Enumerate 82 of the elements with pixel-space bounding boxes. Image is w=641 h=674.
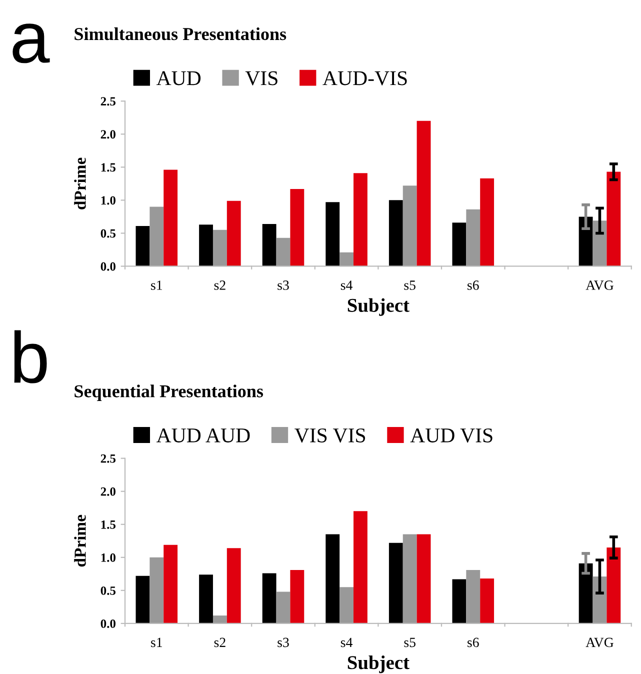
bar bbox=[290, 570, 304, 624]
y-tick-label: 1.0 bbox=[101, 196, 116, 205]
y-tick-label: 2.0 bbox=[100, 487, 116, 496]
bar bbox=[226, 200, 241, 266]
legend-label: VIS bbox=[245, 71, 278, 86]
chart-title: Simultaneous Presentations bbox=[74, 27, 286, 40]
bar bbox=[592, 220, 607, 266]
x-tick-label: s4 bbox=[340, 638, 352, 648]
bar bbox=[388, 542, 403, 624]
bar bbox=[452, 222, 466, 266]
y-tick-label: 0.0 bbox=[100, 262, 116, 271]
x-tick-label: s6 bbox=[468, 280, 479, 290]
x-tick-label: s2 bbox=[214, 280, 226, 290]
bar bbox=[326, 202, 340, 266]
y-axis-title: dPrime bbox=[74, 514, 86, 567]
x-tick-label: s5 bbox=[404, 638, 416, 648]
bar bbox=[592, 576, 607, 624]
x-tick-label: s6 bbox=[468, 638, 479, 648]
bar bbox=[466, 570, 480, 624]
bar bbox=[276, 592, 290, 624]
bar bbox=[452, 579, 466, 624]
legend-label: AUD-VIS bbox=[322, 71, 407, 86]
bar bbox=[136, 576, 150, 624]
legend-label: VIS VIS bbox=[294, 428, 366, 443]
y-tick-label: 2.5 bbox=[100, 454, 116, 463]
bar bbox=[212, 616, 227, 624]
x-axis-title: Subject bbox=[348, 655, 410, 674]
bar bbox=[164, 170, 178, 266]
x-tick-label: s1 bbox=[151, 280, 162, 290]
text: a bbox=[12, 24, 50, 64]
x-axis-title: Subject bbox=[348, 298, 410, 316]
x-tick-label: s2 bbox=[214, 638, 226, 648]
y-tick-label: 2.5 bbox=[100, 97, 116, 106]
bar bbox=[199, 224, 213, 266]
bar bbox=[416, 534, 431, 624]
bar bbox=[354, 511, 368, 624]
x-tick-label: s3 bbox=[278, 280, 289, 290]
bar bbox=[164, 544, 178, 624]
text: b bbox=[14, 330, 47, 384]
chart-title: Sequential Presentations bbox=[74, 384, 264, 402]
bar bbox=[402, 534, 417, 624]
x-tick-label: s1 bbox=[151, 638, 162, 648]
y-tick-label: 2.0 bbox=[100, 130, 116, 139]
bar bbox=[150, 206, 164, 266]
bar bbox=[466, 209, 480, 266]
x-tick-label: AVG bbox=[586, 280, 614, 290]
bar bbox=[578, 563, 593, 624]
bar bbox=[340, 252, 354, 266]
bar bbox=[226, 548, 241, 624]
bar bbox=[388, 200, 403, 266]
x-tick-label: AVG bbox=[586, 638, 614, 648]
bar bbox=[150, 557, 164, 624]
bar bbox=[578, 216, 593, 266]
bar bbox=[290, 188, 304, 266]
bar bbox=[326, 534, 340, 624]
bar bbox=[606, 547, 621, 624]
y-tick-label: 0.0 bbox=[100, 619, 116, 628]
y-axis-title: dPrime bbox=[74, 158, 86, 210]
bar bbox=[136, 226, 150, 266]
bar bbox=[212, 230, 227, 266]
y-tick-label: 1.0 bbox=[101, 553, 116, 562]
bar bbox=[354, 173, 368, 266]
x-tick-label: s5 bbox=[404, 280, 416, 290]
bar bbox=[199, 574, 213, 624]
y-tick-label: 0.5 bbox=[100, 586, 116, 595]
bar bbox=[606, 172, 621, 266]
y-tick-label: 0.5 bbox=[100, 229, 116, 238]
bar bbox=[262, 224, 276, 266]
x-tick-label: s4 bbox=[340, 280, 352, 290]
bar bbox=[262, 573, 276, 624]
x-tick-label: s3 bbox=[278, 638, 289, 648]
bar bbox=[480, 578, 494, 624]
legend-label: AUD AUD bbox=[156, 428, 250, 442]
bar bbox=[276, 238, 290, 266]
bar bbox=[340, 587, 354, 624]
bar bbox=[480, 178, 494, 266]
y-tick-label: 1.5 bbox=[101, 163, 116, 172]
bar bbox=[402, 186, 417, 266]
y-tick-label: 1.5 bbox=[101, 520, 116, 529]
legend-label: AUD bbox=[156, 71, 201, 86]
bar bbox=[416, 120, 431, 266]
legend-label: AUD VIS bbox=[410, 428, 492, 443]
